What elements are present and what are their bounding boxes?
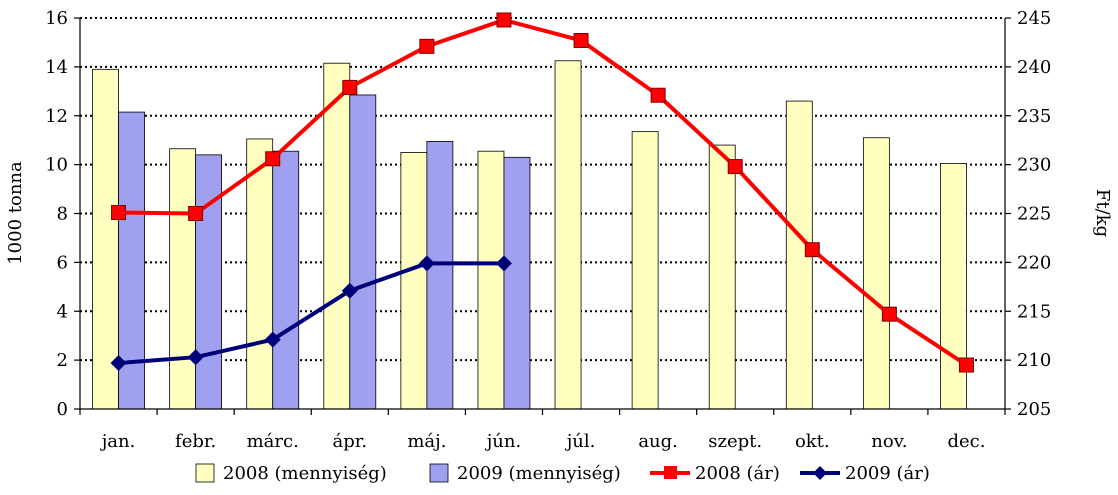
series-line <box>118 261 504 366</box>
bars <box>92 60 967 410</box>
x-tick-label: ápr. <box>332 431 367 452</box>
price-lines <box>110 12 974 373</box>
data-point <box>187 349 204 366</box>
bar <box>400 152 428 410</box>
data-point <box>804 242 820 258</box>
bar <box>862 137 890 410</box>
data-point <box>341 282 358 299</box>
bar <box>323 62 351 410</box>
left-axis-label: 1000 tonna <box>5 161 26 265</box>
bar <box>195 154 223 410</box>
legend-swatch <box>429 463 449 483</box>
right-tick-label: 245 <box>1017 8 1051 29</box>
data-point <box>110 355 127 372</box>
x-tick-label: jún. <box>485 431 522 452</box>
right-axis-label: Ft/kg <box>1092 189 1113 237</box>
legend-item: 2008 (ár) <box>650 463 780 484</box>
data-point <box>418 255 435 272</box>
bar <box>246 138 274 410</box>
legend-item: 2009 (ár) <box>800 463 930 484</box>
right-axis-ticks: 205 210 215 220 225 230 235 240 245 <box>1005 8 1051 420</box>
data-point <box>342 79 358 95</box>
x-tick-label: szept. <box>708 431 762 452</box>
data-point <box>264 331 281 348</box>
left-tick-label: 2 <box>57 350 68 371</box>
bar <box>272 150 300 410</box>
bar <box>631 131 659 410</box>
x-tick-label: júl. <box>565 431 596 452</box>
data-point <box>727 159 743 175</box>
bar <box>708 144 736 410</box>
bar <box>503 156 531 410</box>
left-tick-label: 16 <box>45 8 68 29</box>
data-point <box>881 306 897 322</box>
data-point <box>496 12 512 28</box>
left-tick-label: 4 <box>57 301 68 322</box>
data-point <box>111 205 127 221</box>
right-tick-label: 220 <box>1017 252 1051 273</box>
bar <box>92 68 119 410</box>
left-tick-label: 6 <box>57 252 68 273</box>
bar <box>477 150 505 410</box>
left-tick-label: 14 <box>45 57 68 78</box>
legend-label: 2009 (mennyiség) <box>457 463 621 484</box>
bar <box>426 141 454 410</box>
series-line <box>118 17 968 367</box>
x-axis-ticks: jan. febr. márc. ápr. máj. jún. júl. aug. szept.… <box>79 409 1006 452</box>
data-point <box>188 206 204 221</box>
right-tick-label: 240 <box>1017 57 1051 78</box>
right-tick-label: 225 <box>1017 204 1051 225</box>
bar <box>349 94 377 410</box>
legend-item: 2009 (mennyiség) <box>429 463 621 484</box>
data-point <box>495 255 512 272</box>
right-tick-label: 235 <box>1017 106 1051 127</box>
right-tick-label: 215 <box>1017 301 1051 322</box>
bar <box>554 60 582 410</box>
left-tick-label: 0 <box>57 399 68 420</box>
bar <box>169 148 197 410</box>
legend-marker <box>664 466 677 479</box>
x-tick-label: dec. <box>947 431 985 452</box>
data-point <box>419 38 435 54</box>
right-tick-label: 205 <box>1017 399 1051 420</box>
left-tick-label: 12 <box>45 106 68 127</box>
left-axis-ticks: 0 2 4 6 8 10 12 14 16 <box>45 8 80 420</box>
x-tick-label: jan. <box>100 431 136 452</box>
x-tick-label: okt. <box>795 431 830 452</box>
gridlines <box>80 17 1005 362</box>
x-tick-label: febr. <box>175 431 216 452</box>
legend-label: 2008 (mennyiség) <box>223 463 387 484</box>
data-point <box>265 151 281 167</box>
legend-marker <box>813 466 827 480</box>
left-tick-label: 8 <box>57 204 68 225</box>
legend-swatch <box>195 463 215 483</box>
x-tick-label: aug. <box>638 431 678 452</box>
data-point <box>573 32 589 48</box>
x-tick-label: máj. <box>407 431 446 452</box>
legend: 2008 (mennyiség) 2009 (mennyiség) 2008 (ár… <box>195 463 930 484</box>
legend-label: 2008 (ár) <box>695 463 780 484</box>
x-tick-label: nov. <box>871 431 907 452</box>
left-tick-label: 10 <box>45 155 68 176</box>
legend-item: 2008 (mennyiség) <box>195 463 387 484</box>
data-point <box>958 357 974 373</box>
right-tick-label: 230 <box>1017 155 1051 176</box>
data-point <box>650 87 666 103</box>
x-tick-label: márc. <box>247 431 299 452</box>
right-tick-label: 210 <box>1017 350 1051 371</box>
legend-label: 2009 (ár) <box>845 463 930 484</box>
